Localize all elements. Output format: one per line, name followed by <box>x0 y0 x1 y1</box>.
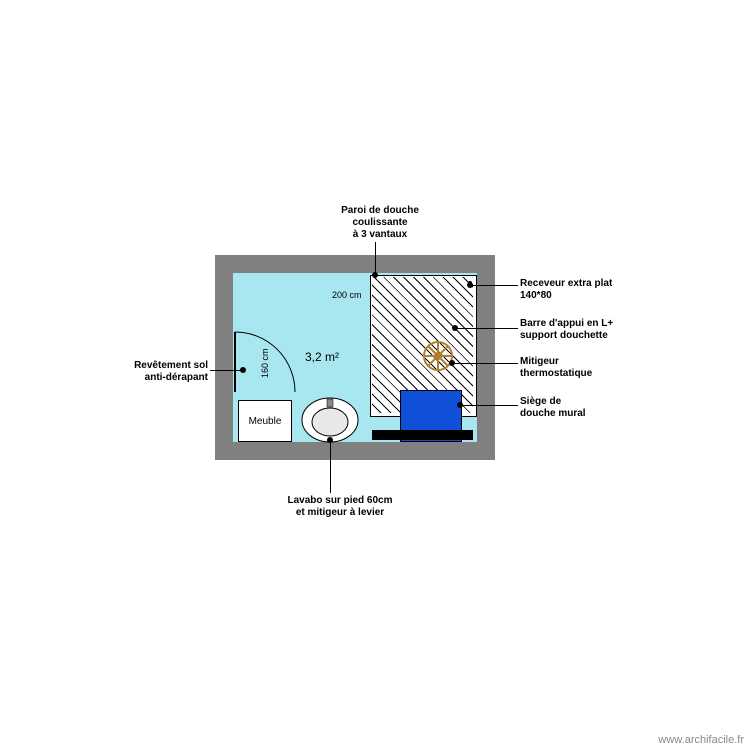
label-seat: Siège de douche mural <box>520 396 586 420</box>
leader-r4 <box>460 405 518 406</box>
dot-r4 <box>457 402 463 408</box>
leader-bottom <box>330 440 331 493</box>
drain-strip <box>372 430 473 440</box>
leader-r1 <box>470 285 518 286</box>
dot-left <box>240 367 246 373</box>
dot-r3 <box>449 360 455 366</box>
mixer-icon <box>420 338 456 374</box>
furniture-cabinet: Meuble <box>238 400 292 442</box>
leader-r3 <box>452 363 518 364</box>
leader-top <box>375 242 376 275</box>
meuble-label: Meuble <box>249 416 282 427</box>
dot-top <box>372 272 378 278</box>
floor-plan-diagram: Meuble 200 cm 160 cm 3,2 m² Paroi de dou… <box>0 0 750 750</box>
dot-r1 <box>467 282 473 288</box>
dot-r2 <box>452 325 458 331</box>
dim-width: 200 cm <box>332 290 362 300</box>
label-shower-wall: Paroi de douche coulissante à 3 vantaux <box>320 205 440 241</box>
label-receiver: Receveur extra plat 140*80 <box>520 278 612 302</box>
room-area: 3,2 m² <box>305 350 339 364</box>
label-mixer: Mitigeur thermostatique <box>520 356 592 380</box>
leader-r2 <box>455 328 518 329</box>
dim-height: 160 cm <box>260 348 270 378</box>
label-sink: Lavabo sur pied 60cm et mitigeur à levie… <box>270 495 410 519</box>
label-floor: Revêtement sol anti-dérapant <box>108 360 208 384</box>
label-grabbar: Barre d'appui en L+ support douchette <box>520 318 613 342</box>
leader-left <box>210 370 243 371</box>
watermark: www.archifacile.fr <box>658 734 744 746</box>
dot-bottom <box>327 437 333 443</box>
